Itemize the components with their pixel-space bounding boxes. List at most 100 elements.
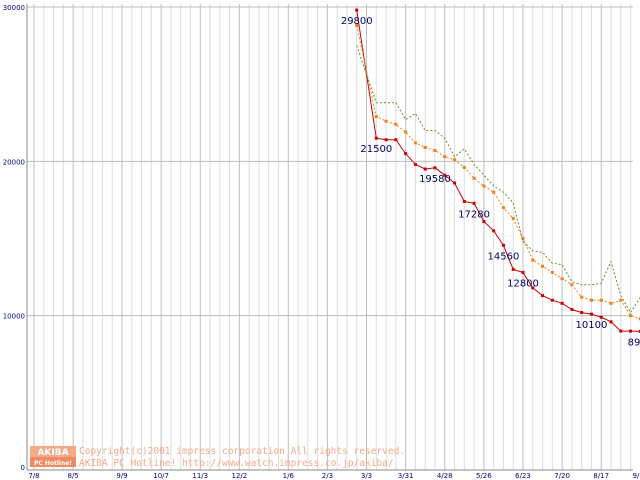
data-point-min — [589, 312, 593, 316]
data-point-min — [570, 307, 574, 311]
copyright-watermark: AKIBA PC Hotline! Copyright(c)2001 impre… — [30, 446, 405, 469]
x-tick-label: 8/17 — [593, 472, 609, 480]
x-tick-label: 10/7 — [153, 472, 169, 480]
y-tick-label: 0 — [21, 464, 25, 472]
data-point-min — [453, 181, 457, 185]
data-label: 12800 — [507, 278, 539, 289]
x-tick-label: 11/3 — [192, 472, 208, 480]
data-point-min — [619, 329, 623, 333]
x-tick-label: 9/9 — [116, 472, 127, 480]
data-point-average — [570, 283, 574, 287]
x-tick-label: 3/31 — [398, 472, 414, 480]
data-point-average — [541, 264, 545, 268]
data-point-min — [413, 162, 417, 166]
data-point-min — [511, 267, 515, 271]
site-url-line: AKIBA PC Hotline! http://www.watch.impre… — [79, 458, 394, 469]
data-label: 10100 — [576, 320, 608, 331]
data-label: 14560 — [488, 251, 520, 262]
series-average — [355, 24, 640, 321]
y-tick-label: 10000 — [3, 313, 25, 321]
data-point-min — [609, 320, 613, 324]
x-tick-label: 3/3 — [361, 472, 372, 480]
y-tick-label: 20000 — [3, 158, 25, 166]
data-point-min — [433, 166, 437, 170]
data-point-average — [355, 24, 359, 28]
data-point-average — [501, 206, 505, 210]
data-point-min — [462, 199, 466, 203]
x-tick-label: 12/2 — [232, 472, 248, 480]
data-point-min — [531, 286, 535, 290]
logo-bottom-box — [30, 457, 76, 467]
data-point-average — [413, 141, 417, 145]
data-point-average — [511, 216, 515, 220]
data-point-min — [521, 270, 525, 274]
plot-background — [27, 4, 633, 470]
logo-top-box — [30, 446, 76, 457]
data-point-average — [492, 190, 496, 194]
series-min — [355, 8, 640, 333]
series-layer — [355, 8, 640, 333]
data-point-average — [453, 158, 457, 162]
data-point-min — [560, 301, 564, 305]
copyright-line: Copyright(c)2001 impress corporation All… — [79, 446, 405, 457]
data-point-min — [423, 167, 427, 171]
data-point-average — [580, 295, 584, 299]
horizontal-gridlines — [27, 6, 633, 317]
data-label: 21500 — [360, 144, 392, 155]
data-label: 17280 — [458, 209, 490, 220]
data-point-min — [550, 298, 554, 302]
data-point-average — [629, 314, 633, 318]
data-point-min — [355, 8, 359, 12]
data-point-average — [619, 298, 623, 302]
series-line-min — [356, 10, 640, 332]
series-max — [356, 45, 640, 314]
data-point-average — [521, 237, 525, 240]
data-point-min — [374, 136, 378, 140]
data-label: 29800 — [341, 16, 373, 27]
data-point-min — [492, 229, 496, 233]
data-point-min — [394, 138, 398, 142]
x-tick-label: 2/3 — [322, 472, 333, 480]
logo-bottom-text: PC Hotline! — [34, 460, 72, 467]
akiba-logo: AKIBA PC Hotline! — [30, 446, 76, 467]
data-point-average — [374, 115, 378, 119]
data-point-min — [404, 152, 408, 156]
data-point-average — [560, 277, 564, 281]
data-point-average — [394, 122, 398, 126]
x-tick-label: 7/8 — [28, 472, 39, 480]
data-point-average — [443, 155, 447, 159]
series-line-max — [356, 45, 640, 314]
data-point-average — [531, 258, 535, 262]
x-tick-labels: 7/8 8/5 9/9 10/7 11/3 12/2 1/6 2/3 3/3 3/31 4/28 5/… — [28, 472, 640, 480]
data-point-average — [638, 317, 640, 321]
data-point-average — [433, 149, 437, 153]
data-point-min — [472, 201, 476, 205]
data-point-average — [404, 130, 408, 134]
x-tick-label: 6/23 — [515, 472, 531, 480]
data-point-average — [384, 119, 388, 123]
y-tick-labels: 0 10000 20000 30000 — [3, 4, 25, 472]
x-tick-label: 1/6 — [283, 472, 295, 480]
x-tick-label: 7/20 — [554, 472, 570, 480]
x-tick-label: 5/26 — [476, 472, 492, 480]
data-point-average — [589, 298, 593, 302]
data-point-min — [443, 173, 447, 177]
vertical-gridlines — [33, 4, 632, 470]
data-label: 19580 — [419, 174, 451, 185]
data-point-min — [580, 311, 584, 315]
data-point-min — [629, 329, 633, 333]
x-tick-label: 9/15 — [632, 472, 640, 480]
data-point-min — [541, 294, 545, 298]
data-point-average — [482, 184, 486, 188]
axes — [26, 4, 633, 471]
data-point-min — [501, 243, 505, 247]
y-tick-label: 30000 — [3, 4, 25, 12]
data-point-min — [384, 138, 388, 142]
x-tick-label: 4/28 — [437, 472, 453, 480]
data-point-min — [482, 220, 486, 224]
data-point-average — [472, 176, 476, 180]
data-point-min — [599, 315, 603, 319]
data-point-average — [550, 270, 554, 274]
data-point-average — [462, 166, 466, 170]
